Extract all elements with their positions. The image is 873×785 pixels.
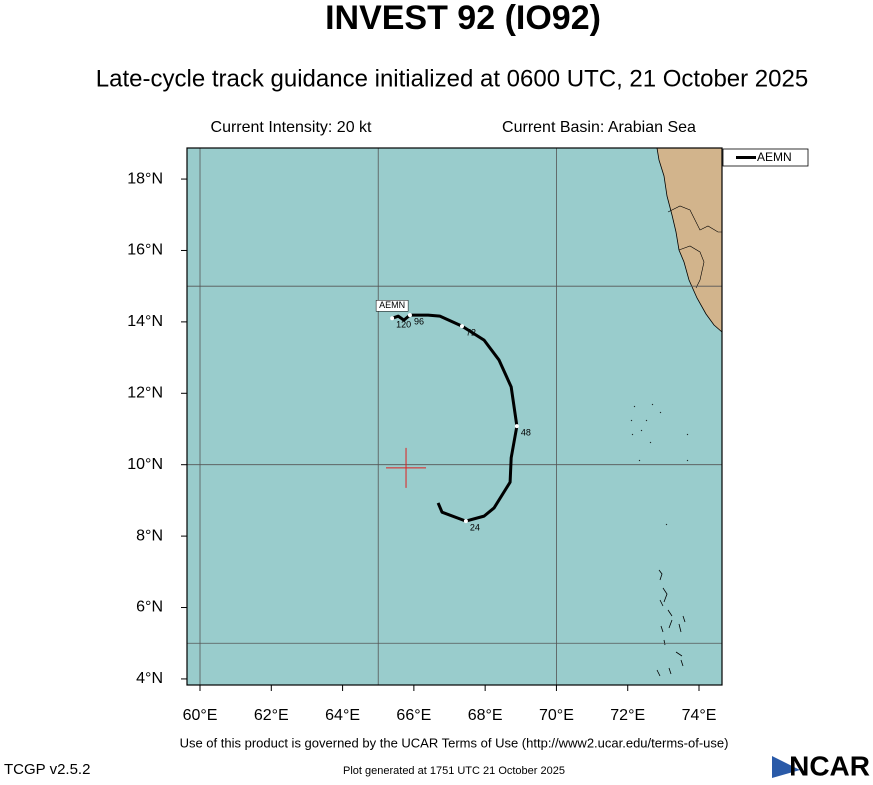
hour-label: 48 xyxy=(521,428,531,438)
current-position xyxy=(386,447,427,488)
plot-frame xyxy=(186,147,723,686)
y-tick-label: 8°N xyxy=(136,527,163,544)
version: TCGP v2.5.2 xyxy=(4,761,90,778)
x-tick-label: 64°E xyxy=(325,707,360,724)
track-point xyxy=(514,424,519,429)
y-tick-label: 18°N xyxy=(127,170,163,187)
track-point xyxy=(463,519,468,524)
x-tick-label: 70°E xyxy=(539,707,574,724)
ncar-logo: NCAR xyxy=(789,750,870,780)
y-tick-label: 12°N xyxy=(127,385,163,402)
hour-label: 120 xyxy=(396,320,411,330)
track-point xyxy=(407,313,412,318)
y-tick-label: 6°N xyxy=(136,599,163,616)
islands xyxy=(630,403,689,677)
x-tick-label: 74°E xyxy=(682,707,717,724)
terms: Use of this product is governed by the U… xyxy=(180,735,729,750)
ncar-logo-mark xyxy=(772,756,800,778)
grid xyxy=(187,148,722,685)
title: INVEST 92 (IO92) xyxy=(325,0,601,37)
hour-label: 72 xyxy=(466,328,476,338)
y-tick-label: 10°N xyxy=(127,456,163,473)
x-tick-label: 66°E xyxy=(396,707,431,724)
y-tick-label: 14°N xyxy=(127,313,163,330)
subtitle: Late-cycle track guidance initialized at… xyxy=(96,65,808,92)
track-point xyxy=(390,316,395,321)
x-tick-label: 62°E xyxy=(254,707,289,724)
generated: Plot generated at 1751 UTC 21 October 20… xyxy=(343,765,565,777)
track-name: AEMN xyxy=(379,300,405,310)
legend: AEMN xyxy=(722,148,809,167)
track-point xyxy=(459,324,464,329)
hour-label: 24 xyxy=(470,522,480,532)
basin-label: Current Basin: Arabian Sea xyxy=(502,119,696,136)
ocean xyxy=(187,148,722,685)
y-tick-label: 16°N xyxy=(127,242,163,259)
intensity-label: Current Intensity: 20 kt xyxy=(211,119,373,136)
track-name-box xyxy=(375,300,409,312)
hour-label: 96 xyxy=(414,316,424,326)
y-tick-label: 4°N xyxy=(136,670,163,687)
x-tick-label: 68°E xyxy=(468,707,503,724)
x-tick-label: 60°E xyxy=(183,707,218,724)
x-tick-label: 72°E xyxy=(610,707,645,724)
legend-label: AEMN xyxy=(757,150,792,164)
state-border xyxy=(667,205,722,289)
legend-box xyxy=(722,148,809,167)
